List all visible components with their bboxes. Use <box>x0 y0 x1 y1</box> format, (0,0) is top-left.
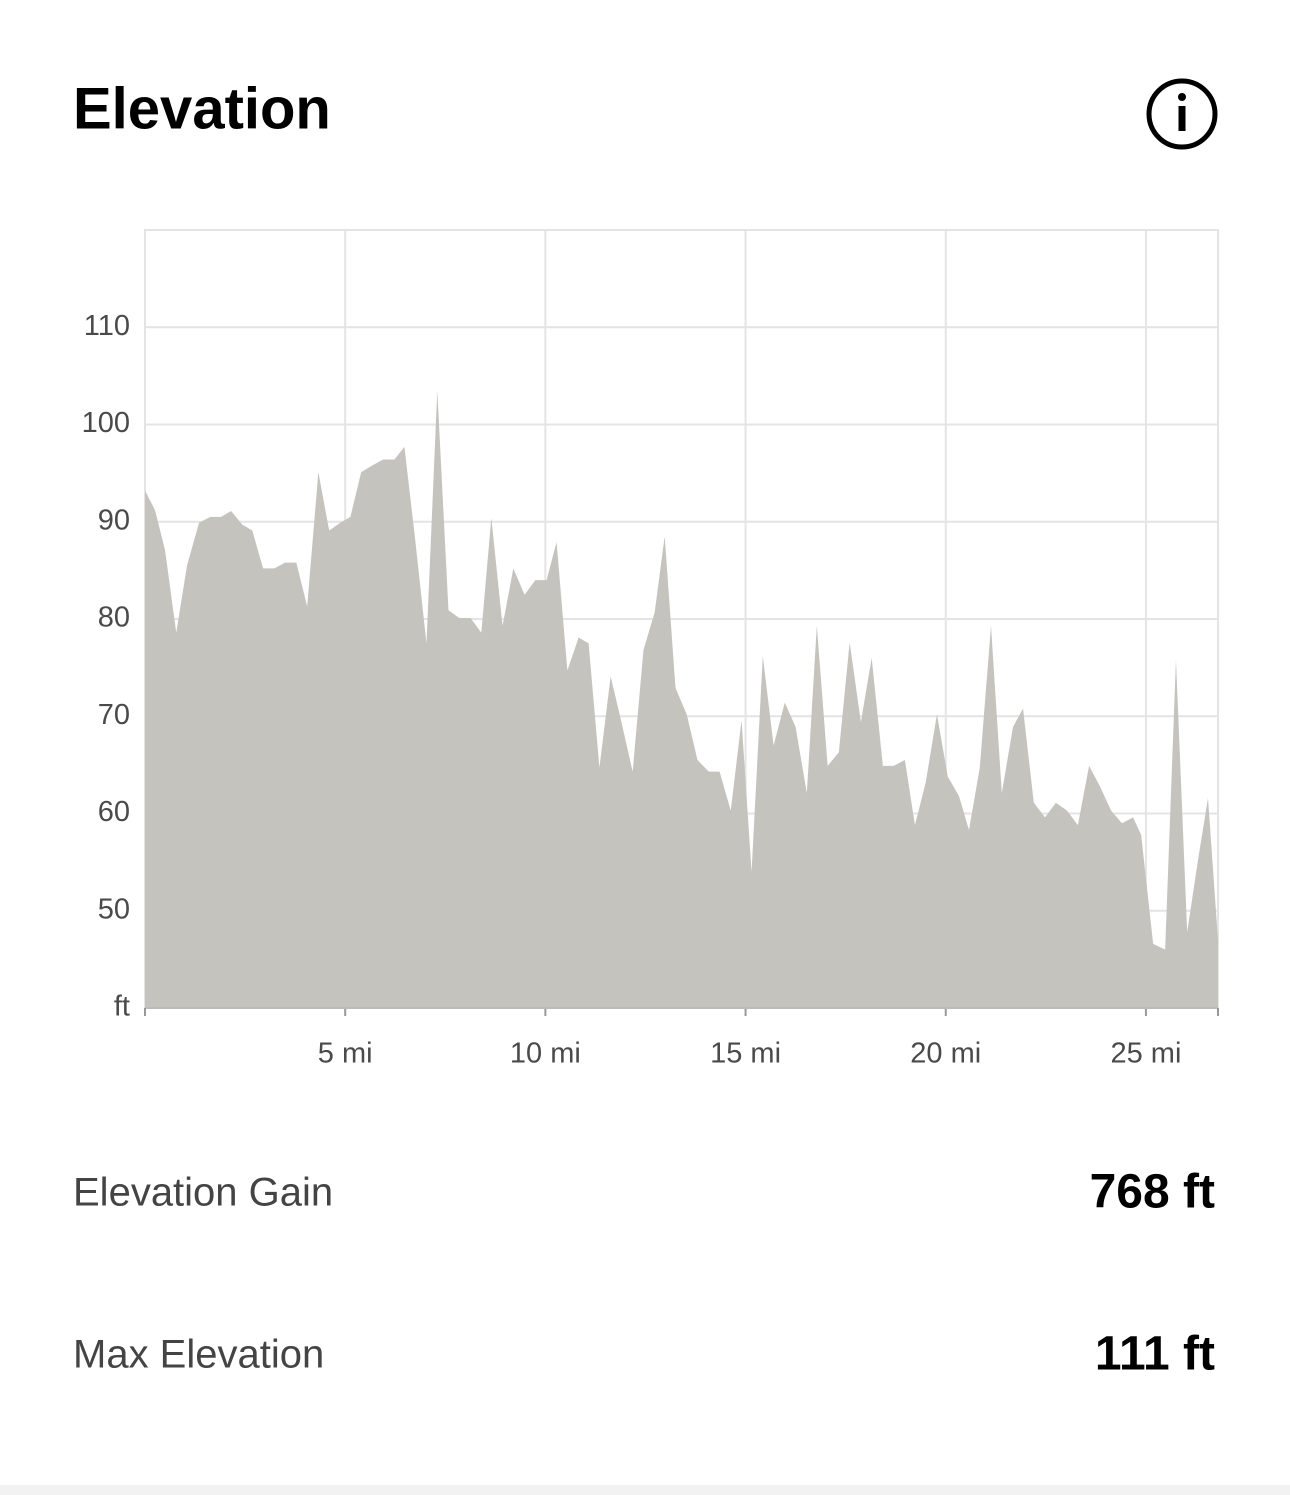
y-tick-label: ft <box>114 991 130 1023</box>
x-tick-label: 10 mi <box>510 1038 581 1070</box>
y-tick-label: 70 <box>98 699 130 731</box>
title: Elevation <box>73 76 331 141</box>
stat-label: Max Elevation <box>73 1333 324 1377</box>
y-tick-label: 80 <box>98 602 130 634</box>
stat-value: 768 ft <box>1090 1166 1215 1219</box>
info-circle <box>1146 78 1218 150</box>
y-tick-label: 100 <box>82 407 130 439</box>
x-tick-label: 25 mi <box>1110 1038 1181 1070</box>
y-tick-label: 60 <box>98 796 130 828</box>
y-tick-label: 50 <box>98 893 130 925</box>
x-tick-label: 5 mi <box>318 1038 373 1070</box>
stat-label: Elevation Gain <box>73 1171 333 1215</box>
info-bar <box>1178 106 1186 131</box>
info-button[interactable] <box>1146 78 1218 150</box>
x-tick-label: 15 mi <box>710 1038 781 1070</box>
y-tick-label: 110 <box>84 310 130 342</box>
elevation-area <box>145 390 1218 1008</box>
stat-value: 111 ft <box>1095 1328 1215 1381</box>
bottom-strip <box>0 1485 1290 1495</box>
x-tick-label: 20 mi <box>910 1038 981 1070</box>
info-dot <box>1178 93 1186 101</box>
y-tick-label: 90 <box>98 504 130 536</box>
